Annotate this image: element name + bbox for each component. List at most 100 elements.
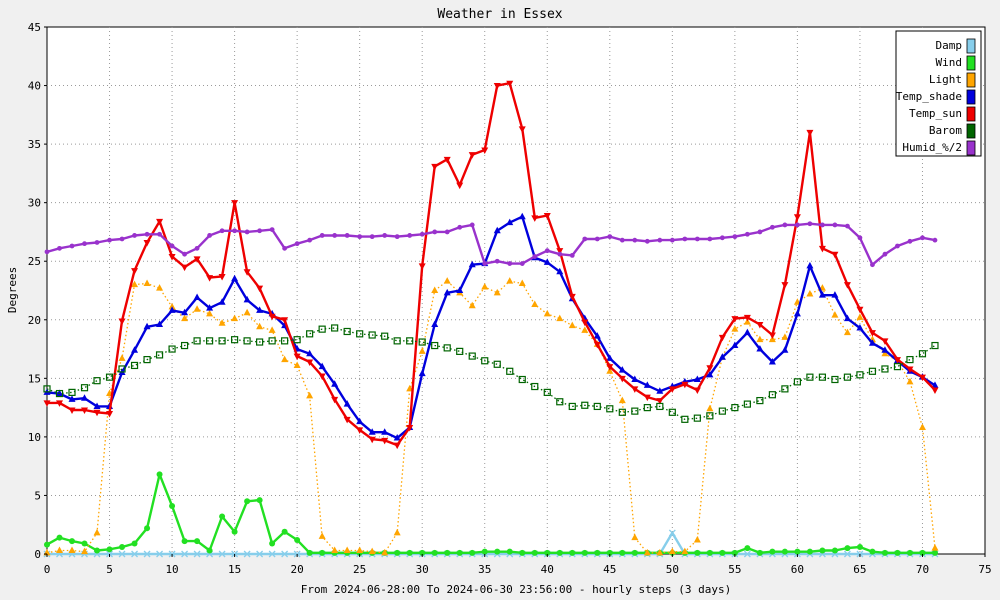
wind-point: [869, 548, 876, 555]
humid-2-point: [882, 251, 888, 257]
temp-shade-point: [443, 288, 451, 296]
y-tick-label: 5: [34, 489, 41, 502]
legend-label: Humid_%/2: [902, 141, 962, 154]
temp-shade-point: [843, 314, 851, 322]
temp-sun-point: [293, 353, 301, 361]
x-tick-label: 65: [853, 563, 866, 576]
damp-point: [243, 550, 251, 558]
barom-point: [606, 405, 614, 413]
humid-2-point: [407, 233, 413, 238]
humid-2-point: [932, 237, 938, 243]
temp-shade-point: [306, 349, 314, 357]
temp-shade-point: [81, 394, 89, 401]
humid-2-point: [682, 236, 688, 242]
temp-sun-point: [406, 425, 414, 432]
humid-2-point: [332, 233, 338, 238]
temp-sun-point: [756, 321, 764, 329]
light-point: [181, 314, 189, 322]
temp-sun-point: [131, 268, 139, 275]
wind-point: [744, 545, 751, 552]
legend-swatch: [966, 123, 976, 139]
barom-point: [693, 414, 701, 422]
temp-shade-point: [806, 261, 814, 269]
light-point: [293, 361, 301, 368]
barom-point: [130, 361, 139, 370]
light-point: [518, 279, 526, 286]
temp-sun-point: [481, 147, 489, 154]
temp-sun-point: [443, 156, 451, 164]
temp-shade-point: [131, 346, 139, 353]
humid-2-point: [907, 238, 913, 244]
barom-point: [531, 382, 539, 391]
humid-2-point: [832, 222, 838, 228]
humid-2-point: [382, 233, 388, 238]
barom-point: [718, 407, 726, 415]
temp-sun-point: [81, 407, 89, 414]
wind-point: [444, 549, 451, 556]
temp-sun-point: [681, 381, 689, 389]
y-tick-label: 40: [28, 80, 41, 93]
barom-point: [293, 336, 301, 344]
wind-point: [631, 549, 638, 556]
x-tick-label: 40: [541, 563, 554, 576]
humid-2-point: [357, 234, 363, 240]
legend-label: Temp_sun: [909, 107, 962, 120]
humid-2-point: [369, 234, 375, 240]
temp-shade-point: [331, 380, 339, 387]
x-tick-label: 0: [44, 563, 51, 576]
wind-point: [44, 541, 50, 548]
humid-2-point: [419, 231, 425, 237]
humid-2-point: [619, 237, 625, 243]
wind-point: [731, 549, 738, 556]
humid-2-point: [57, 245, 62, 251]
humid-2-point: [107, 237, 112, 243]
damp-point: [131, 550, 139, 558]
temp-sun-point: [668, 386, 676, 393]
humid-2-point: [719, 235, 725, 241]
light-point: [506, 277, 514, 284]
light-point: [268, 326, 276, 333]
series-line-temp-sun: [47, 82, 936, 447]
wind-point: [56, 534, 63, 541]
barom-point: [793, 378, 802, 386]
barom-point: [205, 337, 214, 345]
series-barom: [43, 324, 939, 423]
humid-2-point: [294, 241, 300, 247]
humid-2-point: [507, 261, 513, 266]
temp-sun-point: [381, 437, 389, 445]
light-point: [443, 277, 451, 284]
chart-title: Weather in Essex: [437, 7, 562, 22]
light-point: [581, 326, 589, 333]
x-tick-label: 10: [165, 563, 178, 576]
y-tick-label: 10: [28, 431, 41, 444]
temp-sun-point: [268, 313, 276, 321]
barom-point: [543, 388, 551, 396]
temp-shade-point: [256, 306, 264, 313]
temp-shade-point: [356, 417, 364, 425]
humid-2-point: [269, 227, 275, 233]
grid-lines: [47, 27, 985, 554]
x-tick-label: 15: [228, 563, 241, 576]
damp-point: [218, 550, 226, 558]
temp-sun-point: [206, 275, 214, 282]
axis-labels: 0 5 10 15 20 25 30 35 40 45 0 5 10 15 20 25 30 35 40 45 50 55…: [28, 21, 992, 576]
light-point: [393, 528, 401, 536]
light-point: [231, 314, 239, 322]
x-tick-label: 45: [603, 563, 616, 576]
temp-sun-point: [193, 256, 201, 263]
x-tick-label: 20: [291, 563, 304, 576]
humid-2-point: [457, 224, 463, 230]
humid-2-point: [144, 231, 150, 237]
light-point: [331, 546, 339, 553]
humid-2-point: [845, 223, 850, 229]
light-point: [243, 308, 251, 316]
temp-sun-point: [806, 129, 814, 137]
barom-point: [168, 345, 176, 353]
temp-sun-point: [581, 319, 589, 327]
temp-shade-point: [368, 428, 376, 435]
humid-2-point: [744, 231, 750, 237]
light-point: [68, 546, 76, 553]
wind-point: [794, 548, 801, 555]
temp-sun-point: [693, 387, 701, 395]
barom-point: [381, 332, 389, 340]
